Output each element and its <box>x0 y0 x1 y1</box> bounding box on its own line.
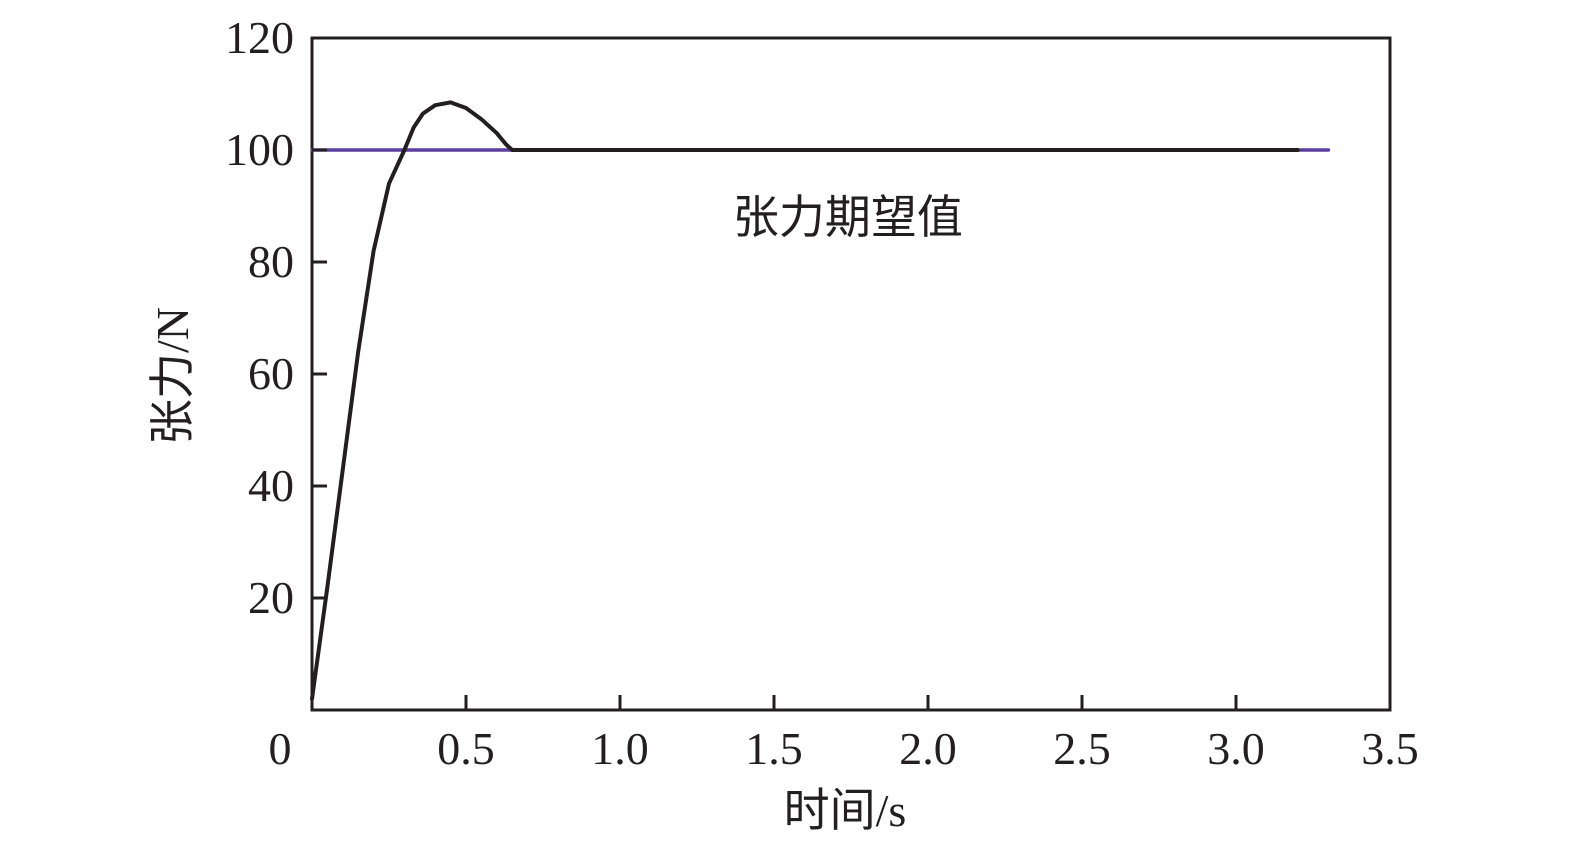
y-tick-label: 100 <box>225 124 294 175</box>
text-group: 时间/s 张力/N 张力期望值 <box>147 190 963 836</box>
ticks-group: 20 40 60 80 100 120 0 0.5 1.0 1.5 2.0 2.5 3.0 3.5 <box>225 12 1419 774</box>
x-tick-label: 1.0 <box>591 723 649 774</box>
y-tick-label: 120 <box>225 12 294 63</box>
x-tick-label: 0.5 <box>437 723 495 774</box>
y-axis-title: 张力/N <box>147 307 198 445</box>
x-tick-label: 3.5 <box>1361 723 1419 774</box>
y-tick-label: 80 <box>248 236 294 287</box>
y-tick-label: 20 <box>248 572 294 623</box>
series-group <box>310 100 1331 701</box>
x-tick-label: 1.5 <box>745 723 803 774</box>
x-tick-label: 2.5 <box>1053 723 1111 774</box>
x-tick-label: 3.0 <box>1207 723 1265 774</box>
plot-frame <box>310 36 1392 712</box>
annotation-label: 张力期望值 <box>733 190 963 244</box>
y-tick-label: 60 <box>248 348 294 399</box>
x-tick-label: 0 <box>269 723 292 774</box>
x-axis-title: 时间/s <box>784 785 907 836</box>
axes-group <box>310 36 1392 712</box>
y-tick-label: 40 <box>248 460 294 511</box>
x-tick-label: 2.0 <box>899 723 957 774</box>
tension-response-line <box>310 100 1300 701</box>
